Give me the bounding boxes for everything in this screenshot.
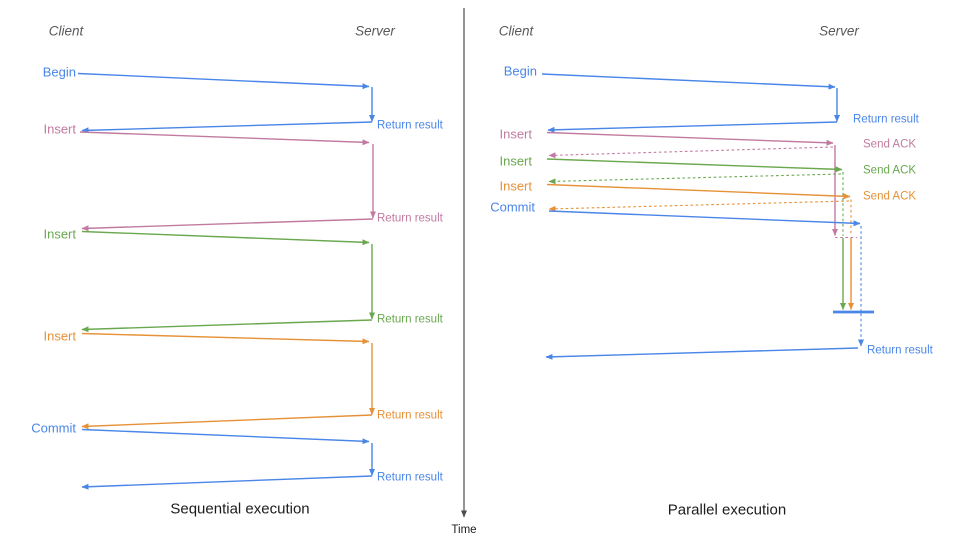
seq-response-insert1-label: Return result [377, 212, 443, 225]
par-op-begin-label: Begin [503, 63, 537, 79]
par-insert1-ack-line [548, 146, 834, 159]
sequential-panel-lines [77, 72, 376, 490]
time-axis-label: Time [451, 524, 477, 536]
par-ack-insert1-label: Send ACK [863, 137, 917, 150]
par-commit-response-line [545, 347, 859, 360]
seq-server-header: Server [355, 23, 395, 39]
par-client-header: Client [498, 23, 534, 39]
par-begin-request-line [541, 73, 836, 90]
seq-begin-response-line [81, 121, 373, 134]
seq-response-commit-label: Return result [377, 470, 443, 483]
par-op-insert3-label: Insert [499, 178, 532, 194]
par-insert1-request-line [546, 131, 834, 146]
par-insert3-request-line [546, 183, 851, 200]
par-insert2-ack-line [548, 173, 842, 185]
par-commit-request-line [548, 210, 861, 227]
seq-insert2-response-line [81, 319, 373, 333]
seq-response-insert3-label: Return result [377, 408, 443, 421]
parallel-panel-lines [541, 73, 874, 360]
seq-insert1-request-line [79, 131, 370, 146]
par-op-commit-label: Commit [490, 199, 535, 214]
par-op-insert1-label: Insert [499, 126, 532, 142]
seq-op-insert1-label: Insert [43, 121, 76, 136]
seq-client-header: Client [48, 23, 84, 39]
par-ack-insert3-label: Send ACK [863, 190, 917, 203]
seq-insert3-request-line [81, 332, 370, 345]
seq-insert1-response-line [81, 218, 374, 232]
par-insert2-request-line [546, 158, 843, 173]
seq-begin-request-line [77, 72, 370, 90]
par-response-begin-label: Return result [853, 112, 919, 125]
seq-response-begin-label: Return result [377, 118, 443, 131]
par-ack-insert2-label: Send ACK [863, 164, 917, 177]
seq-op-begin-label: Begin [42, 64, 76, 79]
seq-op-commit-label: Commit [31, 420, 76, 436]
seq-insert2-request-line [81, 230, 370, 246]
seq-op-insert2-label: Insert [43, 226, 76, 241]
par-op-insert2-label: Insert [499, 153, 532, 169]
seq-panel-title: Sequential execution [170, 500, 310, 518]
par-begin-response-line [547, 121, 838, 133]
par-response-commit-label: Return result [867, 343, 933, 356]
seq-op-insert3-label: Insert [43, 328, 76, 343]
par-insert3-ack-line [548, 200, 850, 212]
par-panel-title: Parallel execution [667, 501, 787, 519]
par-server-header: Server [819, 23, 859, 39]
seq-insert3-response-line [81, 414, 373, 430]
seq-response-insert2-label: Return result [377, 313, 443, 326]
seq-commit-response-line [81, 475, 373, 490]
seq-commit-request-line [81, 428, 370, 445]
